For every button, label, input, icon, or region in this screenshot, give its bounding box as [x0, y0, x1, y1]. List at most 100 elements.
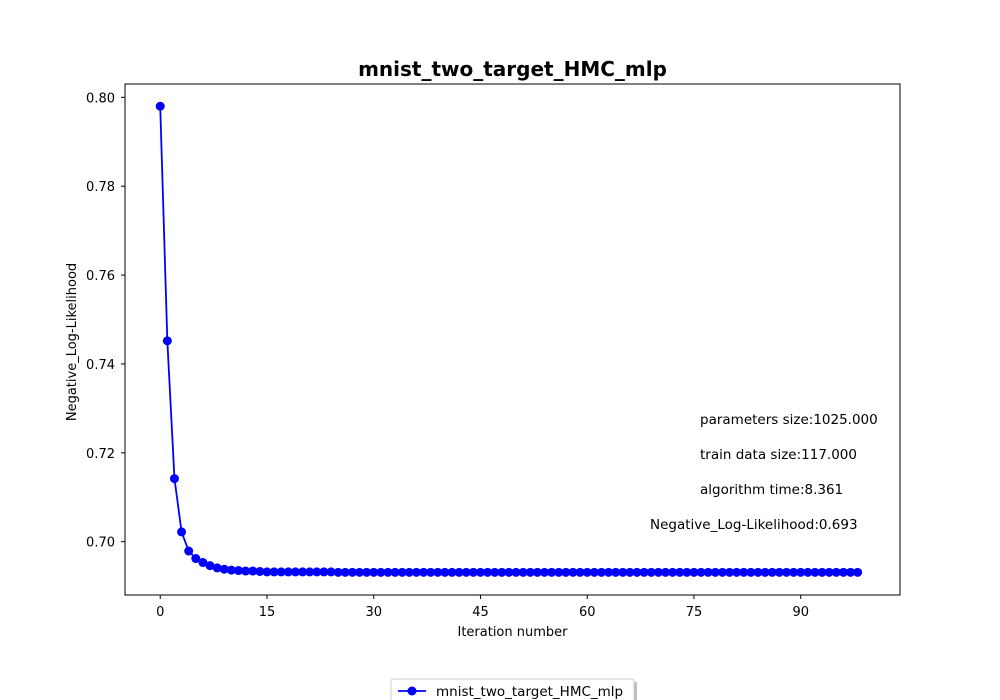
- y-tick-label: 0.78: [86, 180, 115, 195]
- data-point: [746, 567, 756, 577]
- y-axis-label: Negative_Log-Likelihood: [65, 263, 80, 421]
- data-point: [604, 567, 614, 577]
- data-point: [846, 567, 856, 577]
- data-point: [611, 567, 621, 577]
- data-point: [781, 567, 791, 577]
- data-point: [582, 567, 592, 577]
- series-layer: [155, 101, 863, 577]
- data-point: [554, 567, 564, 577]
- data-point: [504, 567, 514, 577]
- data-point: [774, 567, 784, 577]
- data-point: [290, 567, 300, 577]
- data-point: [262, 567, 272, 577]
- y-tick-label: 0.74: [86, 358, 115, 373]
- data-point: [675, 567, 685, 577]
- data-point: [824, 567, 834, 577]
- data-point: [191, 554, 201, 564]
- data-point: [362, 567, 372, 577]
- data-point: [347, 567, 357, 577]
- data-point: [547, 567, 557, 577]
- legend: mnist_two_target_HMC_mlp: [390, 678, 637, 700]
- data-point: [853, 567, 863, 577]
- annotation-parameters-size: parameters size:1025.000: [700, 412, 878, 428]
- data-point: [461, 567, 471, 577]
- data-point: [198, 558, 208, 568]
- data-point: [447, 567, 457, 577]
- data-point: [732, 567, 742, 577]
- data-point: [454, 567, 464, 577]
- data-point: [169, 474, 179, 484]
- y-tick-label: 0.72: [86, 447, 115, 462]
- data-point: [333, 567, 343, 577]
- legend-marker-swatch: [407, 686, 417, 696]
- legend-box: [390, 678, 635, 700]
- data-point: [596, 567, 606, 577]
- annotation-train-data-size: train data size:117.000: [700, 447, 857, 463]
- annotation-negative-log-likelihood: Negative_Log-Likelihood:0.693: [650, 517, 858, 533]
- data-point: [397, 567, 407, 577]
- data-point: [838, 567, 848, 577]
- data-point: [404, 567, 414, 577]
- data-point: [725, 567, 735, 577]
- plot-frame: [124, 83, 901, 596]
- data-point: [625, 567, 635, 577]
- data-point: [575, 567, 585, 577]
- x-tick-label: 75: [686, 605, 703, 620]
- data-point: [440, 567, 450, 577]
- data-point: [653, 567, 663, 577]
- data-point: [540, 567, 550, 577]
- data-point: [312, 567, 322, 577]
- data-point: [319, 567, 329, 577]
- data-point: [739, 567, 749, 577]
- data-point: [532, 567, 542, 577]
- data-point: [219, 564, 229, 574]
- data-point: [234, 566, 244, 576]
- data-point: [255, 566, 265, 576]
- data-point: [354, 567, 364, 577]
- data-point: [767, 567, 777, 577]
- x-tick-label: 90: [792, 605, 809, 620]
- data-point: [810, 567, 820, 577]
- data-point: [789, 567, 799, 577]
- data-point: [162, 336, 172, 346]
- data-point: [632, 567, 642, 577]
- data-point: [639, 567, 649, 577]
- data-point: [269, 567, 279, 577]
- x-tick-label: 30: [365, 605, 382, 620]
- data-point: [226, 565, 236, 575]
- x-tick-label: 0: [156, 605, 164, 620]
- data-point: [411, 567, 421, 577]
- data-point: [177, 527, 187, 537]
- y-axis: 0.70 0.72 0.74 0.76 0.78 0.80: [86, 91, 125, 551]
- data-point: [326, 567, 336, 577]
- plot-area: 0 15 30 45 60 75 90 0.70 0.72 0.74 0.76 0.78 0.80 p…: [86, 83, 901, 620]
- data-point: [717, 567, 727, 577]
- data-point: [305, 567, 315, 577]
- data-point: [689, 567, 699, 577]
- data-point: [184, 546, 194, 556]
- x-tick-label: 15: [259, 605, 276, 620]
- data-point: [419, 567, 429, 577]
- data-point: [682, 567, 692, 577]
- data-point: [589, 567, 599, 577]
- data-point: [376, 567, 386, 577]
- data-point: [283, 567, 293, 577]
- data-point: [369, 567, 379, 577]
- data-point: [661, 567, 671, 577]
- x-axis-label: Iteration number: [457, 625, 568, 640]
- chart-title: mnist_two_target_HMC_mlp: [358, 57, 667, 81]
- y-tick-label: 0.76: [86, 269, 115, 284]
- data-point: [803, 567, 813, 577]
- data-point: [241, 566, 251, 576]
- data-point: [518, 567, 528, 577]
- data-point: [155, 101, 165, 111]
- x-tick-label: 45: [472, 605, 489, 620]
- data-point: [276, 567, 286, 577]
- annotations: parameters size:1025.000 train data size…: [650, 412, 878, 533]
- data-point: [390, 567, 400, 577]
- data-point: [796, 567, 806, 577]
- data-point: [426, 567, 436, 577]
- data-point: [433, 567, 443, 577]
- data-point: [490, 567, 500, 577]
